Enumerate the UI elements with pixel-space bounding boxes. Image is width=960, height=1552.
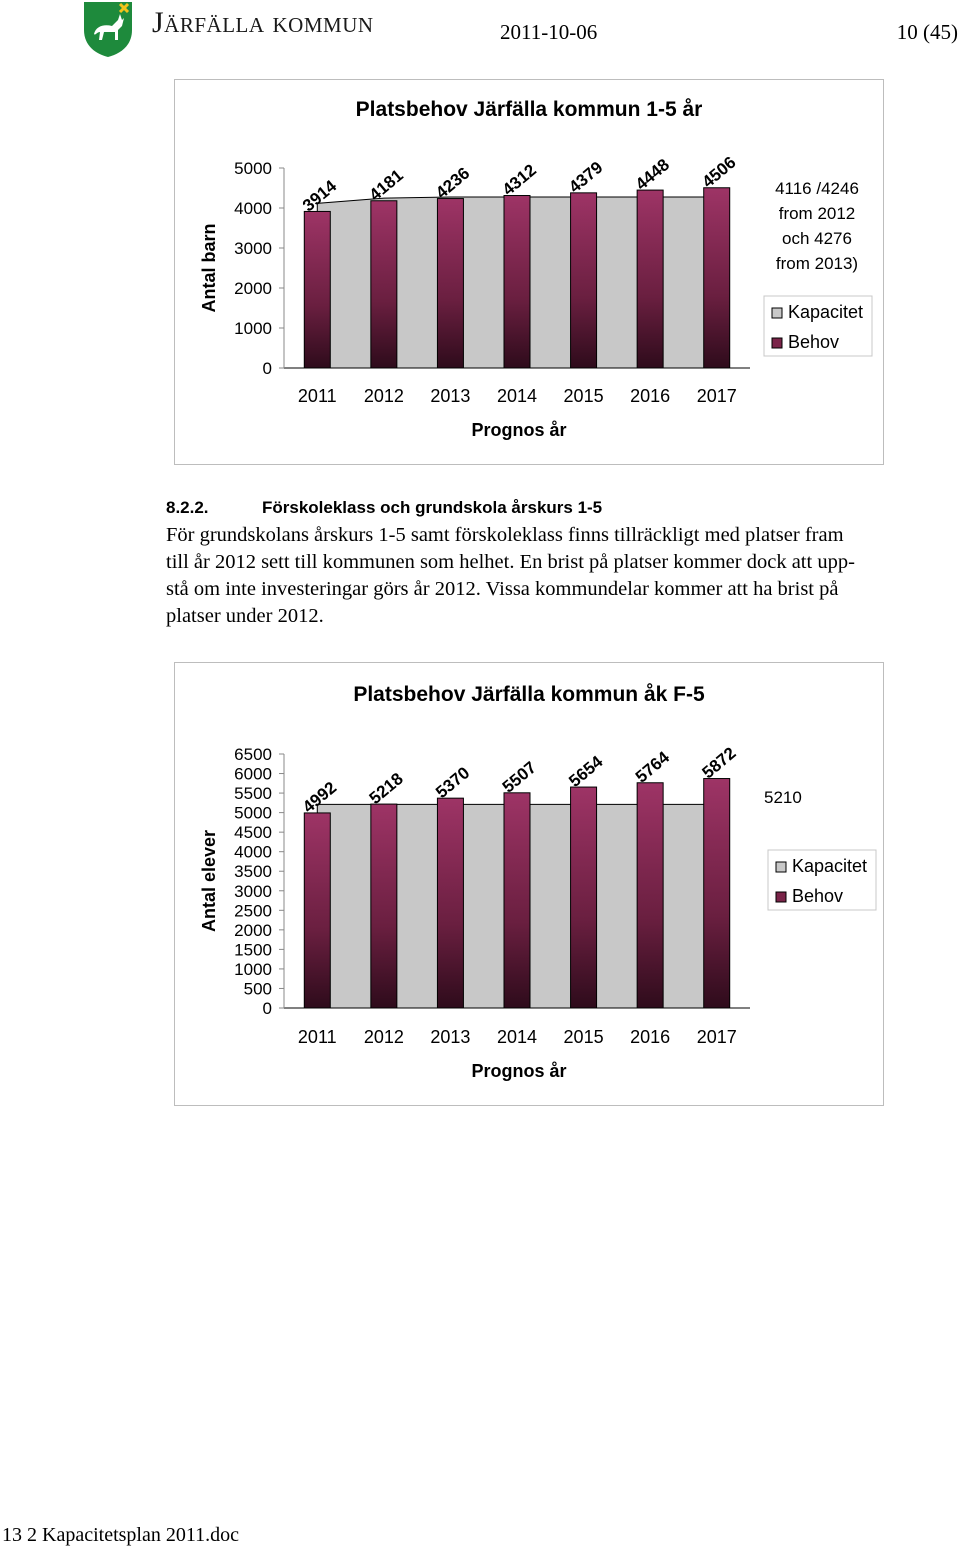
data-label: 5872 <box>698 743 739 782</box>
x-tick-label: 2013 <box>430 1027 470 1047</box>
x-tick-label: 2017 <box>697 1027 737 1047</box>
x-tick-label: 2015 <box>564 386 604 406</box>
data-label: 5218 <box>366 769 407 808</box>
y-tick-label: 1500 <box>234 940 272 959</box>
y-tick-label: 6000 <box>234 765 272 784</box>
kapacitet-annotation: from 2012 <box>779 204 856 223</box>
kapacitet-annotation: 4116 /4246 <box>775 179 859 198</box>
y-tick-label: 5500 <box>234 784 272 803</box>
body-line: stå om inte investeringar görs år 2012. … <box>166 578 839 600</box>
y-tick-label: 0 <box>263 359 272 378</box>
x-tick-label: 2016 <box>630 1027 670 1047</box>
section-title: Förskoleklass och grundskola årskurs 1-5 <box>262 498 603 517</box>
y-tick-label: 2000 <box>234 279 272 298</box>
behov-bar <box>436 797 464 1009</box>
behov-bar <box>703 187 731 369</box>
data-label: 4448 <box>632 155 673 194</box>
behov-bar <box>570 192 598 369</box>
x-tick-label: 2012 <box>364 386 404 406</box>
x-tick-label: 2014 <box>497 1027 537 1047</box>
x-tick-label: 2017 <box>697 386 737 406</box>
behov-bar <box>503 195 531 369</box>
data-label: 4506 <box>698 153 739 192</box>
chart-elever-f-5-plot: Platsbehov Järfälla kommun åk F-5 Antal e… <box>199 683 877 1081</box>
y-tick-label: 2500 <box>234 901 272 920</box>
data-label: 5507 <box>499 758 540 797</box>
legend-label-kapacitet: Kapacitet <box>788 302 863 322</box>
chart-barn-1-5-plot: Platsbehov Järfälla kommun 1-5 år Antal b… <box>199 98 873 440</box>
x-axis-label: Prognos år <box>471 420 566 440</box>
y-tick-label: 4500 <box>234 823 272 842</box>
legend-swatch-behov <box>771 337 783 349</box>
behov-bar <box>436 198 464 369</box>
behov-bar <box>503 792 531 1009</box>
chart-title: Platsbehov Järfälla kommun åk F-5 <box>353 683 705 706</box>
chart-elever-f-5: Platsbehov Järfälla kommun åk F-5 Antal e… <box>174 662 884 1106</box>
x-tick-label: 2016 <box>630 386 670 406</box>
x-tick-label: 2015 <box>564 1027 604 1047</box>
behov-bar <box>303 812 331 1009</box>
y-tick-label: 500 <box>244 979 272 998</box>
behov-bar <box>636 189 664 369</box>
behov-bar <box>370 200 398 369</box>
data-label: 5370 <box>432 763 473 802</box>
legend-swatch-kapacitet <box>771 307 783 319</box>
behov-bar <box>636 782 664 1009</box>
body-line: till år 2012 sett till kommunen som helh… <box>166 551 855 573</box>
behov-bar <box>703 778 731 1009</box>
data-label: 4312 <box>499 160 540 199</box>
y-tick-label: 1000 <box>234 960 272 979</box>
y-axis-label: Antal barn <box>199 223 219 312</box>
data-label: 4379 <box>565 158 606 197</box>
footer-filename: 13 2 Kapacitetsplan 2011.doc <box>2 1524 239 1546</box>
body-line: För grundskolans årskurs 1-5 samt försko… <box>166 524 844 546</box>
kapacitet-annotation: 5210 <box>764 788 802 807</box>
data-label: 5654 <box>565 752 607 791</box>
x-tick-label: 2014 <box>497 386 537 406</box>
jarfalla-coat-of-arms-icon <box>84 2 132 57</box>
legend-swatch-kapacitet <box>775 861 787 873</box>
y-tick-label: 5000 <box>234 159 272 178</box>
section-number: 8.2.2. <box>166 498 209 517</box>
x-axis-label: Prognos år <box>471 1061 566 1081</box>
y-axis-label: Antal elever <box>199 830 219 932</box>
legend-label-behov: Behov <box>792 886 843 906</box>
x-tick-label: 2013 <box>430 386 470 406</box>
chart-title: Platsbehov Järfälla kommun 1-5 år <box>356 98 703 121</box>
y-tick-label: 4000 <box>234 843 272 862</box>
data-label: 5764 <box>632 747 674 786</box>
y-tick-label: 3500 <box>234 862 272 881</box>
behov-bar <box>370 803 398 1009</box>
y-tick-label: 3000 <box>234 882 272 901</box>
x-tick-label: 2011 <box>298 386 337 406</box>
section-heading: 8.2.2. Förskoleklass och grundskola årsku… <box>166 498 602 518</box>
legend-label-kapacitet: Kapacitet <box>792 856 867 876</box>
kapacitet-annotation: och 4276 <box>782 229 852 248</box>
header-page-number: 10 (45) <box>896 20 958 44</box>
section-body: För grundskolans årskurs 1-5 samt försko… <box>166 522 956 630</box>
organization-name: Järfälla kommun <box>152 6 374 39</box>
x-tick-label: 2011 <box>298 1027 337 1047</box>
chart-barn-1-5: Platsbehov Järfälla kommun 1-5 år Antal b… <box>174 79 884 465</box>
y-tick-label: 0 <box>263 999 272 1018</box>
behov-bar <box>303 210 331 369</box>
behov-bar <box>570 786 598 1009</box>
y-tick-label: 6500 <box>234 745 272 764</box>
kapacitet-annotation: from 2013) <box>776 254 858 273</box>
y-tick-label: 1000 <box>234 319 272 338</box>
y-tick-label: 4000 <box>234 199 272 218</box>
body-line: platser under 2012. <box>166 605 324 627</box>
y-tick-label: 2000 <box>234 921 272 940</box>
x-tick-label: 2012 <box>364 1027 404 1047</box>
y-tick-label: 5000 <box>234 804 272 823</box>
legend-label-behov: Behov <box>788 332 839 352</box>
legend-swatch-behov <box>775 891 787 903</box>
y-tick-label: 3000 <box>234 239 272 258</box>
header-date: 2011-10-06 <box>500 20 598 44</box>
